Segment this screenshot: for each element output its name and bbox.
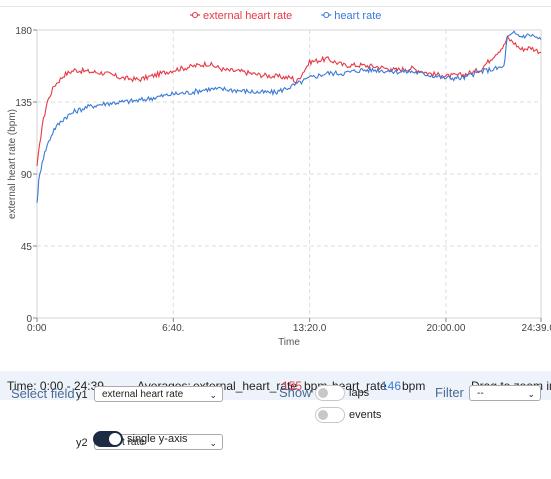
time-range: Time: 0:00 - 24:39 [7,379,104,393]
filter-select-value: -- [477,388,484,399]
x-tick-label: 24:39.00 [522,323,551,334]
toggle-knob [318,388,328,398]
y-tick-label: 0 [26,314,32,325]
series-line-1 [36,30,542,203]
toggle-knob [109,433,121,445]
x-tick-label: 6:40. [162,323,184,334]
x-tick-label: 20:00.00 [426,323,465,334]
y1-select[interactable]: external heart rate ⌄ [94,386,223,402]
single-y-axis-label: single y-axis [127,433,188,445]
y-tick-label: 45 [21,242,33,253]
info-bar: Time: 0:00 - 24:39 Averages: external_he… [0,371,551,400]
select-field-label: Select field [11,386,75,401]
events-toggle[interactable] [315,407,345,423]
heart-rate-chart[interactable]: 0 45 90 135 180 0:00 6:40. 13:20.0 20:00.00 24:39… [0,0,551,360]
y-tick-label: 180 [15,26,32,37]
filter-select[interactable]: -- ⌄ [469,385,541,401]
legend-swatch-dot [323,11,330,19]
y1-select-value: external heart rate [102,389,184,400]
legend-label: heart rate [334,10,381,22]
show-label: Show [279,385,312,400]
y2-select-value: heart rate [102,437,145,448]
toggle-knob [318,410,328,420]
laps-label: laps [349,387,370,399]
x-tick-label: 13:20.0 [293,323,327,334]
y-tick-label: 90 [21,170,33,181]
y-axis-label: external heart rate (bpm) [7,109,18,219]
events-label: events [349,409,382,421]
chevron-down-icon: ⌄ [209,438,217,448]
filter-label: Filter [435,385,464,400]
single-y-axis-toggle[interactable] [93,431,123,447]
avg-heartrate-value: 146 [381,379,402,393]
avg-heartrate-label: heart_rate [332,379,387,393]
y-tick-label: 135 [15,98,32,109]
y2-select[interactable]: heart rate ⌄ [94,434,223,450]
series-line-0 [36,34,542,167]
legend-swatch-dot [191,11,199,19]
x-tick-label: 0:00 [27,323,47,334]
y2-label: y2 [76,437,88,449]
top-divider [0,6,551,7]
y1-label: y1 [76,389,88,401]
avg-heartrate-unit: bpm [402,379,426,393]
chevron-down-icon: ⌄ [527,389,535,399]
laps-toggle[interactable] [315,385,345,401]
legend-label: external heart rate [203,10,292,22]
x-axis-label: Time [278,337,300,348]
avg-external-value: 155 [282,379,303,393]
chevron-down-icon: ⌄ [209,390,217,400]
